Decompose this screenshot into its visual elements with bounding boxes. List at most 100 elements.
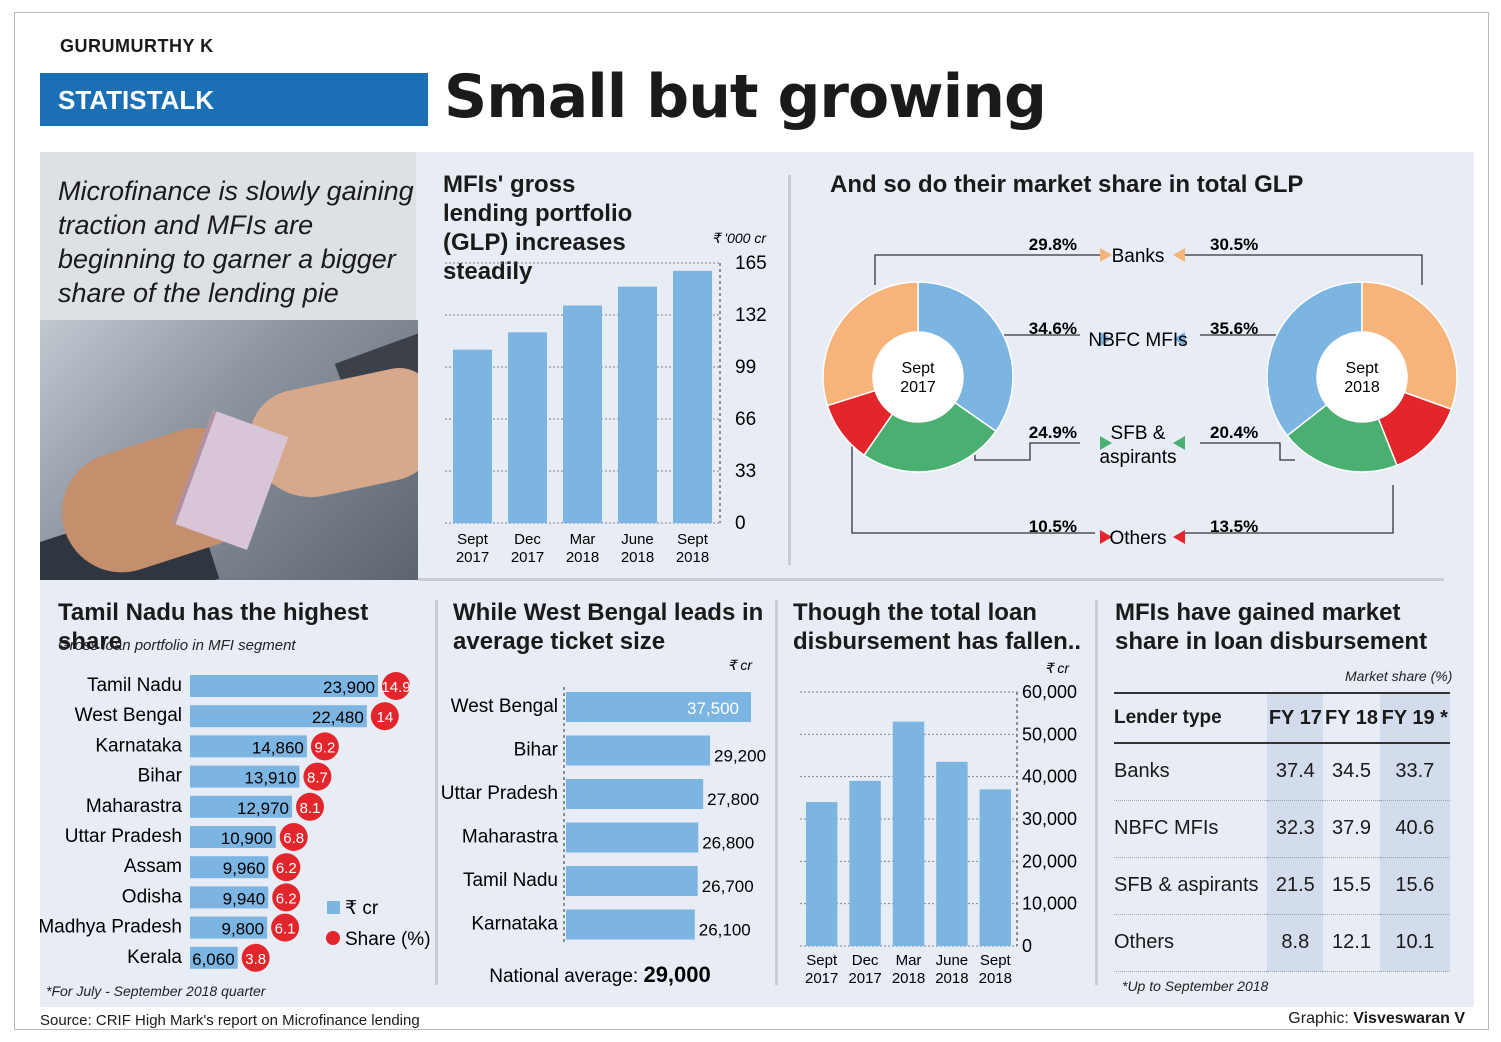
ticket-bar	[566, 735, 711, 766]
arrow-icon	[1173, 248, 1185, 262]
share-dot-label: 6.1	[275, 921, 296, 938]
disbursement-chart: ₹ cr 0 10,000 20,000 30,000 40,000 50,000 60,0…	[800, 660, 1077, 987]
state-label: Kerala	[127, 947, 182, 968]
graphic-credit: Graphic: Visveswaran V	[1288, 1010, 1465, 1027]
x-tick-label: Sept 2018	[979, 952, 1012, 987]
table-cell: NBFC MFIs	[1114, 800, 1268, 858]
share-dot-label: 6.2	[276, 890, 297, 907]
table-row: SFB & aspirants 21.5 15.5 15.6	[1114, 857, 1450, 915]
ticket-bar	[566, 692, 751, 722]
disbursement-bar	[979, 789, 1011, 946]
arrow-icon	[1100, 332, 1112, 346]
y-tick-label: 0	[735, 513, 746, 534]
ticket-bar	[566, 779, 704, 809]
state-label: Assam	[124, 856, 182, 877]
state-value-label: 22,480	[312, 708, 364, 727]
glp-bar	[563, 305, 602, 523]
divider	[775, 600, 778, 985]
share-dot	[310, 732, 339, 761]
disbursement-bar	[849, 780, 881, 946]
share-2017-label: 29.8%	[1029, 235, 1077, 254]
arrow-icon	[1100, 436, 1112, 450]
table-col-header: FY 17	[1267, 692, 1324, 744]
table-col-header: FY 18	[1323, 692, 1380, 744]
donut-sept-2018-center-label: Sept 2018	[1344, 360, 1380, 396]
x-tick-label: June 2018	[935, 952, 968, 987]
state-value-label: 12,970	[237, 799, 289, 818]
arrow-icon	[1100, 248, 1112, 262]
share-dot	[382, 672, 410, 700]
y-tick-label: 10,000	[1022, 894, 1077, 914]
table-cell: 12.1	[1323, 914, 1380, 972]
ticket-value-label: 37,500	[687, 699, 739, 718]
ticket-value-label: 29,200	[714, 747, 766, 766]
legend-label: Share (%)	[345, 929, 431, 950]
share-dot-label: 6.2	[276, 860, 297, 877]
category-label: Others	[1109, 528, 1166, 549]
share-2018-label: 20.4%	[1210, 423, 1258, 442]
state-bar	[190, 826, 276, 848]
x-tick-label: Mar 2018	[892, 952, 925, 987]
divider	[435, 600, 438, 985]
x-tick-label: Mar 2018	[566, 531, 599, 566]
donut-sept-2017-center-label: Sept 2017	[900, 360, 936, 396]
donut-sept-2017-hole	[873, 332, 963, 422]
y-tick-label: 99	[735, 357, 756, 378]
state-value-label: 9,940	[223, 889, 266, 908]
table-cell: 37.4	[1267, 743, 1324, 801]
connector-line	[851, 445, 1095, 534]
x-tick-label: Sept 2017	[456, 531, 489, 566]
x-tick-label: Dec 2017	[848, 952, 881, 987]
state-bar	[190, 765, 300, 788]
state-share-chart: Tamil Nadu 23,900 14.9 West Bengal 22,480 14 K…	[40, 672, 431, 972]
state-bar	[190, 946, 238, 969]
legend-swatch-share	[326, 931, 340, 945]
share-2018-label: 35.6%	[1210, 319, 1258, 338]
national-average: National average: 29,000	[489, 962, 711, 987]
ticket-value-label: 26,100	[699, 921, 751, 940]
y-tick-label: 132	[735, 305, 767, 326]
y-tick-label: 66	[735, 409, 756, 430]
share-2018-label: 30.5%	[1210, 235, 1258, 254]
state-label: Uttar Pradesh	[65, 826, 182, 847]
table-row: Banks 37.4 34.5 33.7	[1114, 743, 1450, 801]
headline: Small but growing	[444, 62, 1047, 132]
state-value-label: 9,960	[223, 859, 266, 878]
author-byline: GURUMURTHY K	[60, 36, 214, 56]
state-share-subtitle: Gross loan portfolio in MFI segment	[58, 637, 296, 654]
ticket-unit-label: ₹ cr	[728, 657, 754, 673]
table-cell: Banks	[1114, 743, 1268, 801]
share-dot-label: 9.2	[314, 739, 335, 756]
connector-line	[1200, 442, 1295, 461]
y-tick-label: 20,000	[1022, 851, 1077, 871]
share-dot-label: 14	[376, 709, 393, 726]
state-value-label: 9,800	[222, 920, 265, 939]
share-dot-label: 14.9	[381, 679, 410, 696]
disb-share-unit: Market share (%)	[1345, 668, 1453, 684]
state-value-label: 13,910	[244, 769, 296, 788]
state-label: Bihar	[138, 766, 183, 787]
glp-unit-label: ₹ '000 cr	[712, 230, 768, 246]
table-cell: 10.1	[1379, 914, 1450, 972]
legend-swatch-cr	[327, 901, 340, 914]
category-label: aspirants	[1099, 447, 1176, 468]
section-badge: STATISTALK	[40, 73, 428, 126]
table-cell: SFB & aspirants	[1114, 857, 1268, 915]
share-2017-label: 24.9%	[1029, 423, 1077, 442]
state-bar	[190, 856, 269, 879]
x-tick-label: Dec 2017	[511, 531, 544, 566]
table-cell: 37.9	[1323, 800, 1380, 858]
state-value-label: 6,060	[192, 950, 235, 969]
share-dot-label: 8.7	[307, 770, 328, 787]
outer-frame	[14, 12, 1489, 1030]
state-value-label: 23,900	[323, 678, 375, 697]
ticket-size-title: While West Bengal leads in average ticke…	[453, 599, 764, 655]
share-dot-label: 8.1	[300, 800, 321, 817]
ticket-value-label: 26,700	[702, 877, 754, 896]
table-row: Others 8.8 12.1 10.1	[1114, 914, 1450, 972]
table-cell: 40.6	[1379, 800, 1450, 858]
table-cell: 8.8	[1267, 914, 1324, 972]
share-dot	[370, 702, 399, 731]
x-tick-label: Sept 2018	[676, 531, 709, 566]
share-2017-label: 34.6%	[1029, 319, 1077, 338]
